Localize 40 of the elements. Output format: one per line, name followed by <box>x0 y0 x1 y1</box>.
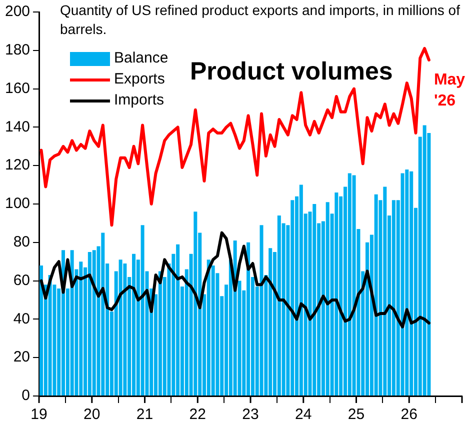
bar <box>405 169 409 396</box>
x-tick-label: 19 <box>30 406 48 424</box>
y-tick-label: 200 <box>4 3 30 20</box>
bar <box>140 225 144 396</box>
bar <box>194 212 198 396</box>
y-tick-label: 0 <box>22 387 30 404</box>
x-tick-label: 26 <box>400 406 418 424</box>
bar <box>422 125 426 396</box>
y-tick-label: 60 <box>13 272 30 289</box>
x-tick-label: 23 <box>242 406 259 424</box>
y-tick-label: 140 <box>4 118 30 136</box>
legend-label: Exports <box>114 70 165 88</box>
bar <box>260 225 264 396</box>
y-tick-label: 120 <box>4 156 30 174</box>
x-tick-label: 25 <box>348 406 365 424</box>
bar <box>48 275 52 396</box>
x-tick-label: 21 <box>136 406 154 424</box>
x-tick-label: 20 <box>84 406 100 424</box>
x-tick-label: 24 <box>295 406 312 424</box>
y-tick-label: 80 <box>13 234 30 251</box>
y-tick-label: 180 <box>4 42 30 59</box>
text: Product volumes <box>190 57 393 86</box>
x-tick-label: 22 <box>189 406 206 424</box>
y-tick-label: 100 <box>4 195 30 212</box>
legend-label: Balance <box>114 50 168 67</box>
bar <box>374 194 378 396</box>
bar <box>70 250 74 396</box>
bar <box>123 264 127 396</box>
y-tick-label: 20 <box>13 348 30 366</box>
y-tick-label: 40 <box>13 310 30 328</box>
annotation: May '26 <box>434 71 466 110</box>
bar <box>101 232 105 396</box>
bar <box>118 260 122 396</box>
chart-subtitle: Quantity of US refined product exports and imports, in millions of barrels. <box>60 2 460 37</box>
bar <box>334 192 338 396</box>
legend-label: Imports <box>114 92 164 109</box>
bar <box>352 175 356 396</box>
y-tick-label: 160 <box>4 80 30 97</box>
bar <box>39 265 44 396</box>
bar <box>400 173 404 396</box>
